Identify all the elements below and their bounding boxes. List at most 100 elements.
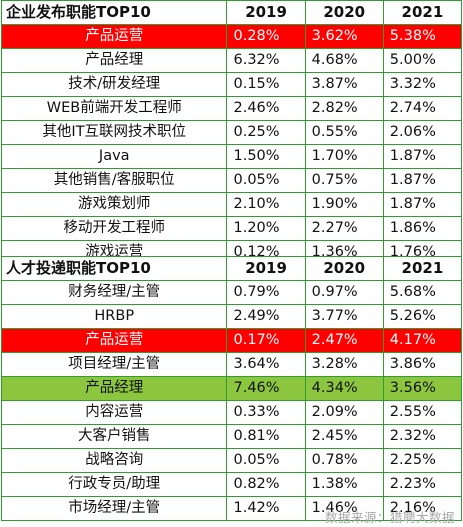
share-value-cell: 2.82% <box>304 96 384 121</box>
share-value-cell: 0.82% <box>226 472 306 497</box>
share-value-cell: 4.17% <box>382 328 463 353</box>
table-row: 游戏策划师 2.10% 1.90% 1.87% <box>0 192 463 217</box>
table-row: 产品运营 0.17% 2.47% 4.17% <box>0 328 463 353</box>
enterprise-header-row: 企业发布职能TOP10 2019 2020 2021 <box>0 0 463 25</box>
share-value-cell: 3.28% <box>304 352 384 377</box>
table-row: WEB前端开发工程师 2.46% 2.82% 2.74% <box>0 96 463 121</box>
job-function-name: HRBP <box>0 304 228 329</box>
data-source-note: 数据来源：猎聘大数据 <box>324 510 455 525</box>
share-value-cell: 3.86% <box>382 352 463 377</box>
table-row: 财务经理/主管 0.79% 0.97% 5.68% <box>0 280 463 305</box>
share-value-cell: 2.06% <box>382 120 463 145</box>
table-row: 内容运营 0.33% 2.09% 2.55% <box>0 400 463 425</box>
enterprise-year-header: 2020 <box>304 0 384 25</box>
share-value-cell: 2.23% <box>382 472 463 497</box>
share-value-cell: 2.47% <box>304 328 384 353</box>
enterprise-year-header: 2021 <box>382 0 463 25</box>
job-function-name: 行政专员/助理 <box>0 472 228 497</box>
share-value-cell: 5.26% <box>382 304 463 329</box>
share-value-cell: 1.42% <box>226 496 306 521</box>
job-function-name: 产品经理 <box>0 376 228 401</box>
job-function-name: 市场经理/主管 <box>0 496 228 521</box>
share-value-cell: 2.27% <box>304 216 384 241</box>
table-row: HRBP 2.49% 3.77% 5.26% <box>0 304 463 329</box>
job-function-name: 项目经理/主管 <box>0 352 228 377</box>
share-value-cell: 2.74% <box>382 96 463 121</box>
talent-year-header: 2020 <box>304 256 384 281</box>
table-row: 技术/研发经理 0.15% 3.87% 3.32% <box>0 72 463 97</box>
talent-header-row: 人才投递职能TOP10 2019 2020 2021 <box>0 256 463 281</box>
share-value-cell: 2.09% <box>304 400 384 425</box>
job-function-name: 技术/研发经理 <box>0 72 228 97</box>
table-row: Java 1.50% 1.70% 1.87% <box>0 144 463 169</box>
share-value-cell: 1.90% <box>304 192 384 217</box>
share-value-cell: 4.68% <box>304 48 384 73</box>
share-value-cell: 2.46% <box>226 96 306 121</box>
share-value-cell: 2.55% <box>382 400 463 425</box>
table-row: 项目经理/主管 3.64% 3.28% 3.86% <box>0 352 463 377</box>
share-value-cell: 0.81% <box>226 424 306 449</box>
share-value-cell: 0.55% <box>304 120 384 145</box>
job-function-name: Java <box>0 144 228 169</box>
share-value-cell: 5.00% <box>382 48 463 73</box>
share-value-cell: 3.32% <box>382 72 463 97</box>
job-function-name: 移动开发工程师 <box>0 216 228 241</box>
share-value-cell: 0.17% <box>226 328 306 353</box>
share-value-cell: 2.45% <box>304 424 384 449</box>
table-row: 产品经理 7.46% 4.34% 3.56% <box>0 376 463 401</box>
share-value-cell: 1.38% <box>304 472 384 497</box>
share-value-cell: 1.86% <box>382 216 463 241</box>
share-value-cell: 7.46% <box>226 376 306 401</box>
share-value-cell: 1.87% <box>382 168 463 193</box>
share-value-cell: 1.20% <box>226 216 306 241</box>
job-function-name: 战略咨询 <box>0 448 228 473</box>
job-function-name: 产品经理 <box>0 48 228 73</box>
table-row: 大客户销售 0.81% 2.45% 2.32% <box>0 424 463 449</box>
share-value-cell: 0.05% <box>226 168 306 193</box>
job-function-name: 其他IT互联网技术职位 <box>0 120 228 145</box>
share-value-cell: 3.64% <box>226 352 306 377</box>
share-value-cell: 3.77% <box>304 304 384 329</box>
share-value-cell: 6.32% <box>226 48 306 73</box>
share-value-cell: 2.32% <box>382 424 463 449</box>
talent-table-title: 人才投递职能TOP10 <box>0 256 228 281</box>
share-value-cell: 1.50% <box>226 144 306 169</box>
share-value-cell: 0.15% <box>226 72 306 97</box>
share-value-cell: 1.87% <box>382 144 463 169</box>
enterprise-top10-table: 企业发布职能TOP10 2019 2020 2021 产品运营 0.28% 3.62… <box>0 0 463 265</box>
share-value-cell: 0.78% <box>304 448 384 473</box>
share-value-cell: 2.16% <box>382 496 463 521</box>
share-value-cell: 0.25% <box>226 120 306 145</box>
table-row: 产品运营 0.28% 3.62% 5.38% <box>0 24 463 49</box>
job-function-name: WEB前端开发工程师 <box>0 96 228 121</box>
table-row: 行政专员/助理 0.82% 1.38% 2.23% <box>0 472 463 497</box>
share-value-cell: 1.70% <box>304 144 384 169</box>
share-value-cell: 0.97% <box>304 280 384 305</box>
job-function-name: 游戏策划师 <box>0 192 228 217</box>
share-value-cell: 3.62% <box>304 24 384 49</box>
share-value-cell: 5.68% <box>382 280 463 305</box>
share-value-cell: 3.56% <box>382 376 463 401</box>
job-function-name: 内容运营 <box>0 400 228 425</box>
talent-top10-table: 人才投递职能TOP10 2019 2020 2021 财务经理/主管 0.79% 0… <box>0 256 463 521</box>
job-function-name: 产品运营 <box>0 24 228 49</box>
share-value-cell: 5.38% <box>382 24 463 49</box>
share-value-cell: 0.28% <box>226 24 306 49</box>
share-value-cell: 0.05% <box>226 448 306 473</box>
table-row: 其他销售/客服职位 0.05% 0.75% 1.87% <box>0 168 463 193</box>
share-value-cell: 3.87% <box>304 72 384 97</box>
talent-year-header: 2019 <box>226 256 306 281</box>
job-function-name: 财务经理/主管 <box>0 280 228 305</box>
enterprise-year-header: 2019 <box>226 0 306 25</box>
share-value-cell: 1.46% <box>304 496 384 521</box>
share-value-cell: 0.33% <box>226 400 306 425</box>
talent-year-header: 2021 <box>382 256 463 281</box>
table-row: 产品经理 6.32% 4.68% 5.00% <box>0 48 463 73</box>
table-row: 其他IT互联网技术职位 0.25% 0.55% 2.06% <box>0 120 463 145</box>
share-value-cell: 2.49% <box>226 304 306 329</box>
job-function-name: 产品运营 <box>0 328 228 353</box>
share-value-cell: 4.34% <box>304 376 384 401</box>
share-value-cell: 0.75% <box>304 168 384 193</box>
table-row: 战略咨询 0.05% 0.78% 2.25% <box>0 448 463 473</box>
share-value-cell: 0.79% <box>226 280 306 305</box>
